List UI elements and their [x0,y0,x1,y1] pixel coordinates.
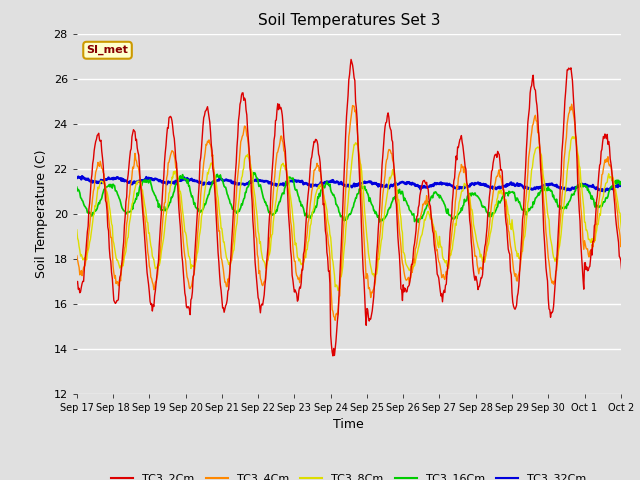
Line: TC3_8Cm: TC3_8Cm [77,137,640,291]
TC3_32Cm [637,189,640,194]
Line: TC3_4Cm: TC3_4Cm [77,104,640,320]
TC3_2Cm [329,353,337,359]
Legend: TC3_2Cm, TC3_4Cm, TC3_8Cm, TC3_16Cm, TC3_32Cm: TC3_2Cm, TC3_4Cm, TC3_8Cm, TC3_16Cm, TC3… [107,469,591,480]
TC3_4Cm [298,266,306,272]
TC3_16Cm [415,219,422,225]
Line: TC3_2Cm: TC3_2Cm [77,60,640,356]
TC3_4Cm [568,101,575,107]
TC3_4Cm [73,253,81,259]
TC3_16Cm [250,170,257,176]
TC3_2Cm [141,237,148,243]
TC3_4Cm [141,214,148,220]
TC3_2Cm [298,267,306,273]
TC3_4Cm [276,139,284,145]
TC3_8Cm [460,183,467,189]
TC3_32Cm [248,180,256,185]
Line: TC3_16Cm: TC3_16Cm [77,173,640,222]
TC3_4Cm [428,216,435,221]
TC3_8Cm [570,134,578,140]
TC3_4Cm [460,170,467,176]
TC3_8Cm [73,227,81,233]
TC3_8Cm [248,167,255,173]
Text: SI_met: SI_met [86,45,129,55]
Line: TC3_32Cm: TC3_32Cm [77,176,640,192]
TC3_8Cm [334,288,342,294]
TC3_16Cm [299,204,307,209]
TC3_32Cm [460,184,467,190]
TC3_2Cm [348,57,355,62]
TC3_16Cm [141,179,148,185]
TC3_32Cm [299,179,307,185]
TC3_4Cm [248,172,255,178]
TC3_32Cm [141,177,149,182]
TC3_8Cm [276,169,284,175]
TC3_16Cm [277,195,285,201]
TC3_8Cm [298,261,306,267]
TC3_2Cm [428,221,436,227]
TC3_16Cm [461,196,468,202]
TC3_32Cm [277,181,285,187]
TC3_2Cm [461,156,468,162]
TC3_32Cm [428,183,435,189]
TC3_32Cm [73,175,81,181]
TC3_2Cm [248,188,255,194]
TC3_16Cm [248,177,255,182]
TC3_2Cm [73,280,81,286]
TC3_2Cm [276,106,284,111]
TC3_4Cm [332,317,339,323]
Title: Soil Temperatures Set 3: Soil Temperatures Set 3 [257,13,440,28]
TC3_16Cm [73,184,81,190]
TC3_16Cm [428,193,436,199]
TC3_8Cm [428,213,435,219]
TC3_8Cm [141,203,148,208]
X-axis label: Time: Time [333,418,364,431]
TC3_32Cm [78,173,86,179]
Y-axis label: Soil Temperature (C): Soil Temperature (C) [35,149,48,278]
